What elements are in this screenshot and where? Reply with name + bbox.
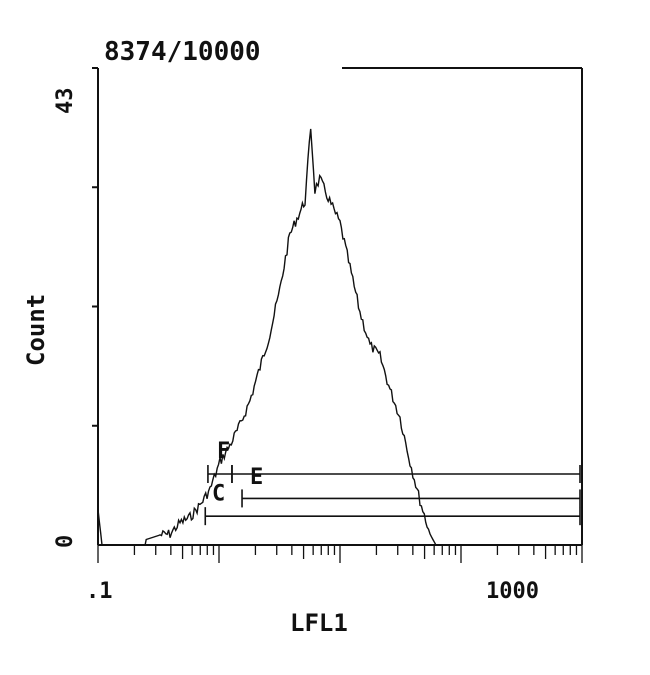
chart-title: 8374/10000 bbox=[104, 37, 261, 67]
x-axis-label: LFL1 bbox=[290, 609, 348, 637]
gate-marker-C: C bbox=[212, 481, 581, 508]
y-tick-label-0: 0 bbox=[53, 535, 78, 548]
gate-marker-unlabeled bbox=[204, 507, 581, 526]
gate-label: F bbox=[217, 439, 230, 464]
gate-label: E bbox=[250, 465, 263, 490]
gate-label: C bbox=[212, 481, 225, 506]
gate-marker-E: E bbox=[231, 465, 581, 490]
y-axis-label: Count bbox=[22, 294, 50, 366]
x-tick-label-1000: 1000 bbox=[486, 579, 539, 604]
x-minor-ticks bbox=[97, 545, 583, 563]
gate-markers: FEC bbox=[204, 439, 581, 526]
histogram-line bbox=[97, 128, 582, 546]
gate-marker-F: F bbox=[207, 439, 233, 484]
x-tick-label-0.1: .1 bbox=[86, 579, 113, 604]
y-tick-label-43: 43 bbox=[53, 88, 78, 115]
